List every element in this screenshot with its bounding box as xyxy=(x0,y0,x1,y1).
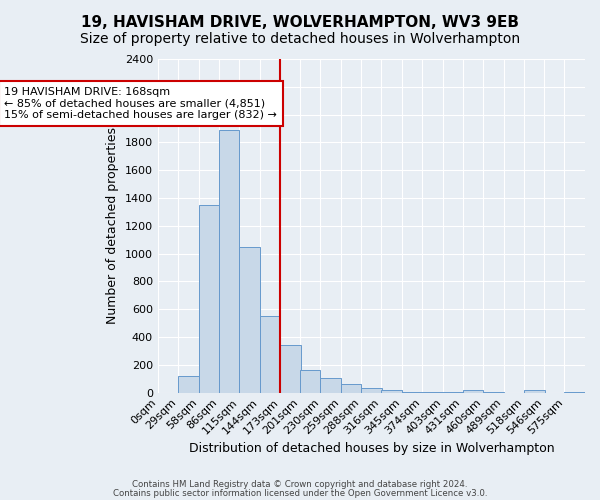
Bar xyxy=(280,346,301,393)
Text: Contains public sector information licensed under the Open Government Licence v3: Contains public sector information licen… xyxy=(113,489,487,498)
Bar xyxy=(381,390,402,392)
Text: 19, HAVISHAM DRIVE, WOLVERHAMPTON, WV3 9EB: 19, HAVISHAM DRIVE, WOLVERHAMPTON, WV3 9… xyxy=(81,15,519,30)
X-axis label: Distribution of detached houses by size in Wolverhampton: Distribution of detached houses by size … xyxy=(188,442,554,455)
Bar xyxy=(524,390,545,392)
Bar xyxy=(218,130,239,392)
Text: Size of property relative to detached houses in Wolverhampton: Size of property relative to detached ho… xyxy=(80,32,520,46)
Bar xyxy=(239,246,260,392)
Y-axis label: Number of detached properties: Number of detached properties xyxy=(106,128,119,324)
Bar xyxy=(341,384,361,392)
Bar xyxy=(178,376,199,392)
Bar xyxy=(361,388,382,392)
Text: Contains HM Land Registry data © Crown copyright and database right 2024.: Contains HM Land Registry data © Crown c… xyxy=(132,480,468,489)
Bar xyxy=(199,205,220,392)
Bar xyxy=(260,316,280,392)
Text: 19 HAVISHAM DRIVE: 168sqm
← 85% of detached houses are smaller (4,851)
15% of se: 19 HAVISHAM DRIVE: 168sqm ← 85% of detac… xyxy=(4,87,277,120)
Bar xyxy=(300,370,320,392)
Bar xyxy=(320,378,341,392)
Bar xyxy=(463,390,483,392)
